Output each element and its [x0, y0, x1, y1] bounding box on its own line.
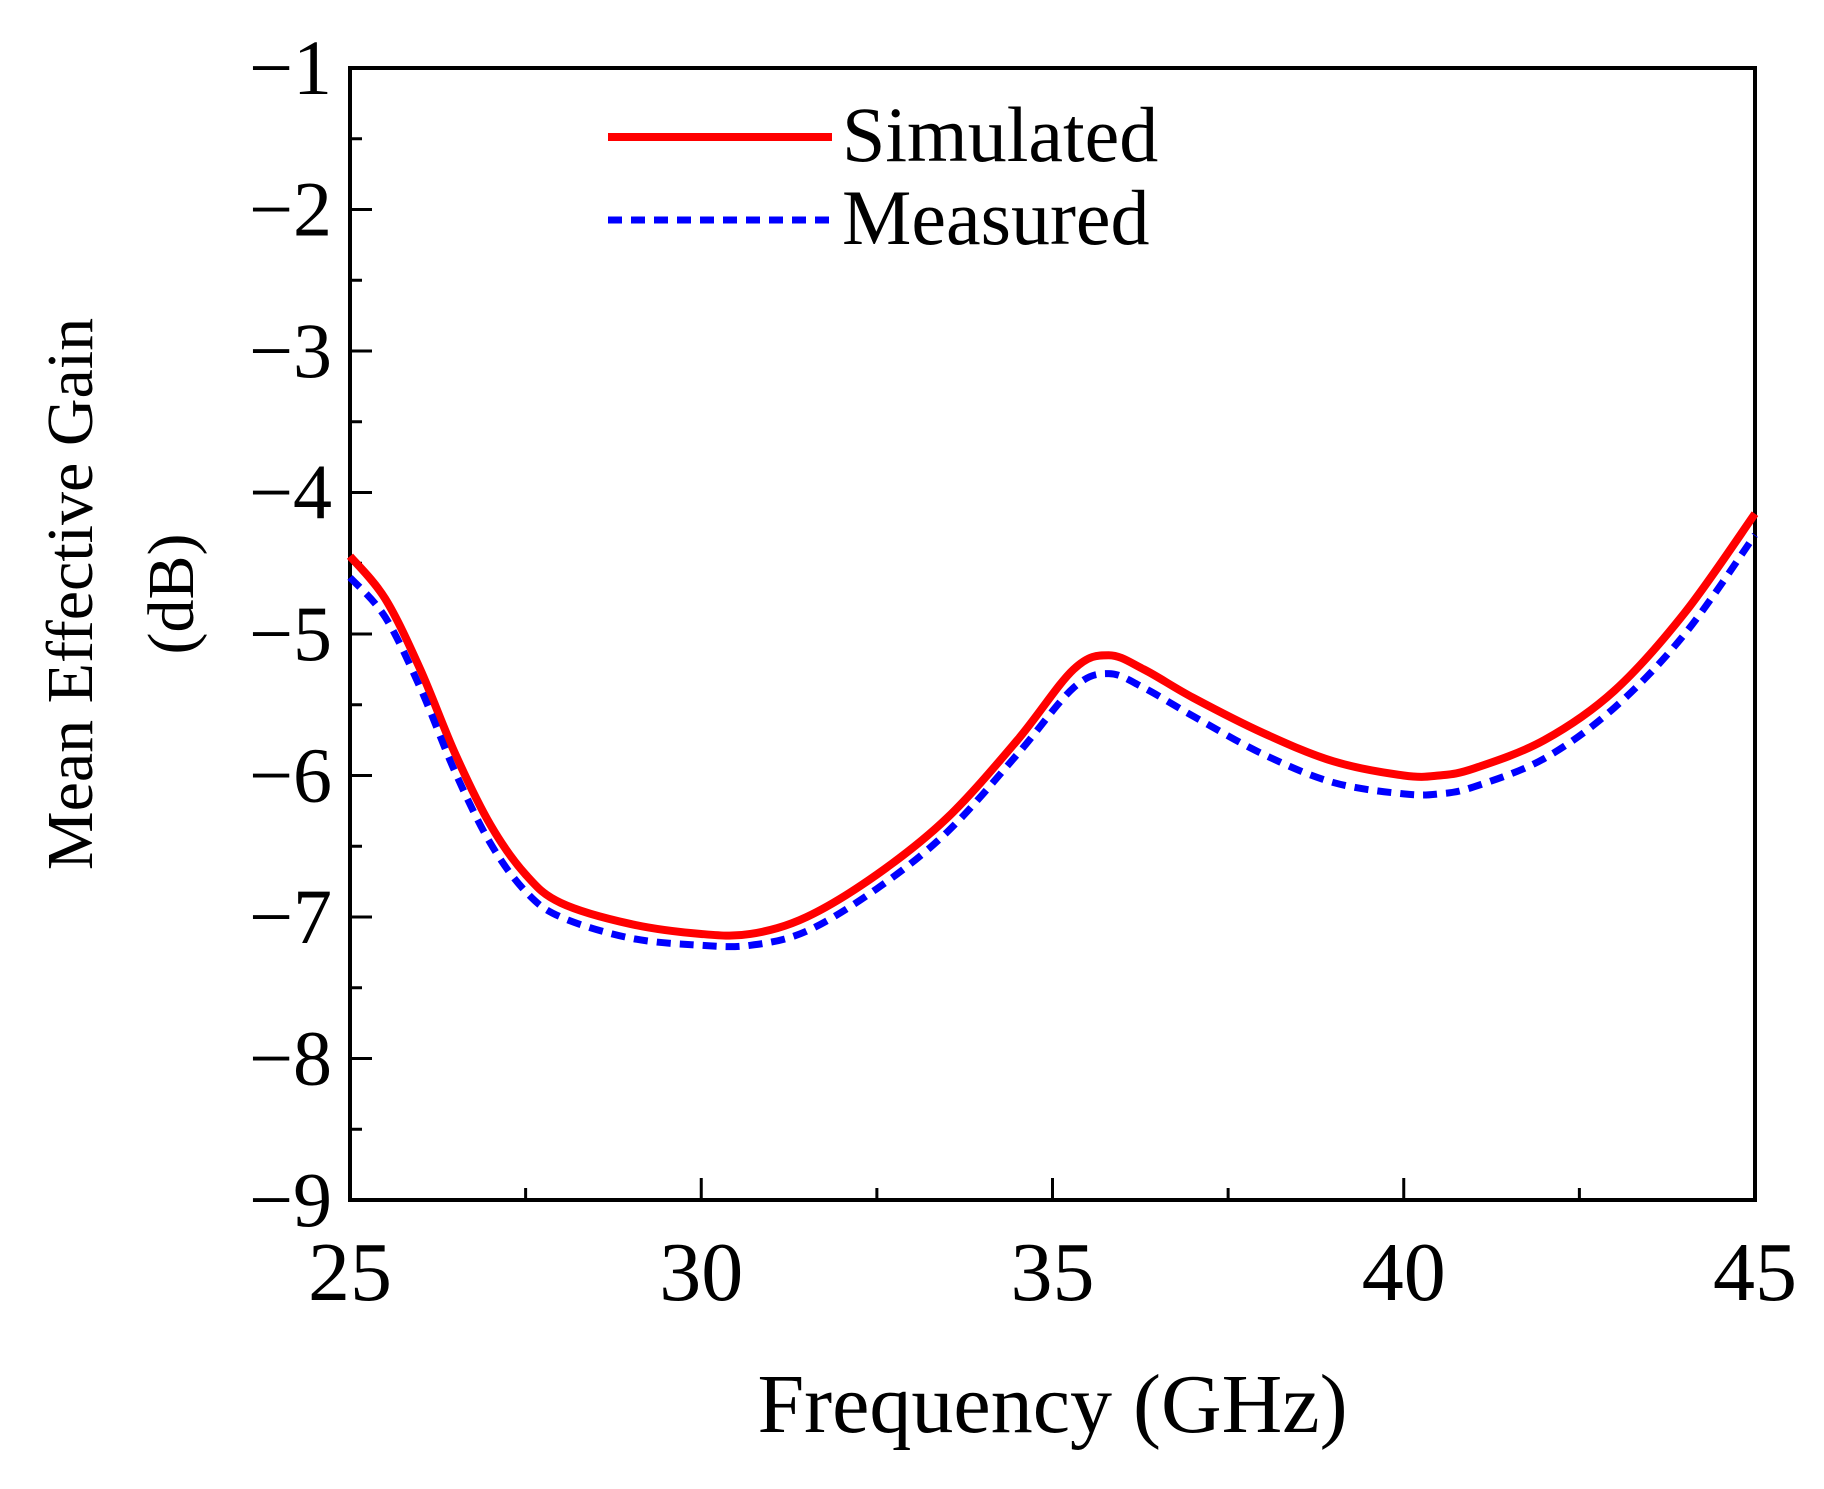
y-tick-label: −2: [249, 166, 332, 253]
y-tick-label: −7: [249, 873, 332, 960]
y-tick-label: −8: [249, 1015, 332, 1102]
x-tick-label: 35: [1011, 1226, 1095, 1319]
y-axis-title-line1: Mean Effective Gain: [34, 318, 107, 870]
y-tick-label: −6: [249, 732, 332, 819]
y-tick-label: −9: [249, 1156, 332, 1243]
y-tick-label: −3: [249, 307, 332, 394]
x-axis-title: Frequency (GHz): [757, 1358, 1347, 1451]
x-tick-label: 45: [1713, 1226, 1797, 1319]
series-line-measured: [347, 532, 1758, 951]
y-tick-label: −4: [249, 449, 332, 536]
y-tick-label: −1: [249, 24, 332, 111]
y-tick-label: −5: [249, 590, 332, 677]
x-tick-label: 40: [1362, 1226, 1446, 1319]
legend-label-simulated: Simulated: [842, 91, 1158, 178]
x-tick-label: 30: [659, 1226, 743, 1319]
series-line-simulated: [346, 511, 1759, 940]
x-tick-label: 25: [308, 1226, 392, 1319]
y-axis-title-line2: (dB): [135, 534, 208, 655]
legend-label-measured: Measured: [842, 174, 1150, 261]
